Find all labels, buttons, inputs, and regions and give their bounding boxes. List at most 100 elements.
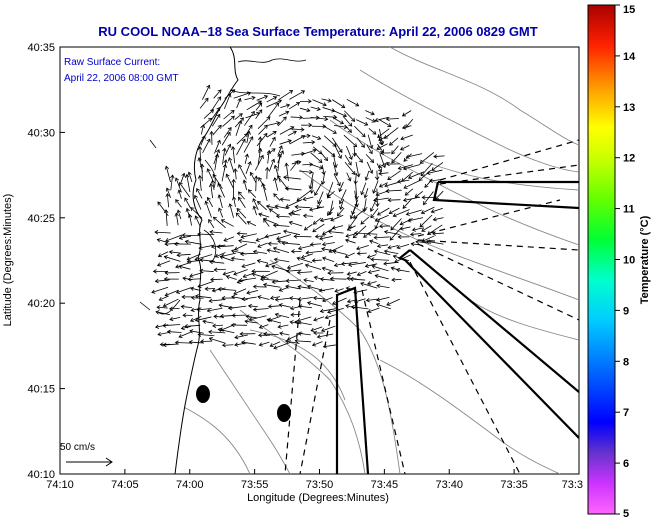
current-vector-head <box>263 132 268 138</box>
current-vector <box>309 172 314 189</box>
current-vector <box>345 145 353 160</box>
current-vector-head <box>178 264 183 270</box>
current-vector <box>267 319 282 324</box>
colorbar-tick-label: 13 <box>623 102 635 114</box>
current-vector <box>267 150 270 164</box>
current-vector-head <box>262 282 268 288</box>
current-vector-head <box>375 302 381 308</box>
current-vector <box>379 225 390 227</box>
current-vector-head <box>430 209 435 214</box>
current-vector <box>223 127 232 138</box>
current-vector-head <box>274 297 279 302</box>
current-vector-head <box>362 208 367 213</box>
current-vector <box>350 206 356 219</box>
current-vector-head <box>204 97 209 102</box>
current-vector <box>345 252 355 258</box>
current-vector <box>266 131 277 138</box>
current-vector-head <box>189 286 195 291</box>
current-vector <box>357 270 367 276</box>
current-vector-head <box>220 219 225 224</box>
current-vector <box>261 270 278 279</box>
current-vector-head <box>369 144 374 150</box>
current-vector <box>378 135 389 141</box>
current-vector-head <box>276 236 281 241</box>
current-vector <box>367 307 380 313</box>
current-vector-head <box>319 217 324 223</box>
current-vector-head <box>297 284 302 290</box>
current-vector <box>433 155 445 157</box>
current-vector <box>210 183 214 199</box>
current-vector <box>184 197 191 209</box>
x-tick-label: 74:00 <box>176 479 204 491</box>
current-vector <box>340 198 344 210</box>
current-vector <box>175 213 179 226</box>
current-vector <box>377 244 389 247</box>
current-vector-head <box>378 183 384 188</box>
current-vector-head <box>297 246 303 251</box>
current-vector-head <box>273 164 278 169</box>
current-vector <box>277 116 287 127</box>
current-vector-head <box>284 186 289 191</box>
current-vector <box>253 308 269 311</box>
current-vector <box>274 258 290 263</box>
current-vector <box>299 107 310 112</box>
current-vector-head <box>194 215 199 220</box>
current-vector <box>330 278 347 280</box>
current-annotation-line2: April 22, 2006 08:00 GMT <box>64 73 179 84</box>
current-vector <box>354 173 357 184</box>
current-vector <box>412 227 424 231</box>
current-vector-head <box>168 249 173 255</box>
current-vector-head <box>218 303 223 308</box>
current-vector-head <box>373 235 378 240</box>
current-vector-head <box>194 294 199 299</box>
current-vector <box>397 179 410 183</box>
current-vector <box>375 116 389 122</box>
current-vector <box>304 224 313 231</box>
current-vector <box>347 271 357 275</box>
current-vector <box>290 116 303 118</box>
current-vector-head <box>385 161 390 167</box>
current-vector <box>269 137 276 147</box>
current-vector-head <box>252 284 257 289</box>
current-vector-head <box>387 123 392 127</box>
current-vector-head <box>159 342 164 347</box>
current-vector <box>353 289 368 294</box>
current-vector <box>199 244 215 249</box>
current-vector <box>319 288 334 292</box>
current-vector-head <box>221 342 226 348</box>
current-vector-head <box>164 241 169 247</box>
current-vector <box>212 180 215 190</box>
current-vector <box>195 316 212 321</box>
current-vector-head <box>155 310 160 315</box>
current-vector-head <box>341 104 346 109</box>
current-vector-head <box>222 147 227 152</box>
current-vector <box>303 279 314 283</box>
current-vector <box>233 196 236 208</box>
current-vector-head <box>336 212 341 217</box>
current-vector-head <box>371 118 376 123</box>
current-vector-head <box>238 238 243 244</box>
current-vector-head <box>252 205 257 210</box>
current-vector-head <box>176 209 181 214</box>
current-vector-head <box>266 317 271 323</box>
current-vector-head <box>363 194 368 199</box>
current-vector-head <box>174 177 180 182</box>
current-vector <box>231 257 245 261</box>
current-vector-head <box>273 96 278 101</box>
current-vector-head <box>290 312 295 317</box>
current-vector <box>426 169 443 174</box>
current-vector-head <box>181 172 186 177</box>
current-vector <box>364 188 369 198</box>
current-vector <box>197 281 214 288</box>
current-vector <box>187 259 203 263</box>
current-vector-head <box>366 231 372 237</box>
current-vector <box>320 152 328 161</box>
current-vector-head <box>265 263 270 268</box>
current-vector <box>379 153 386 168</box>
current-vector <box>376 296 390 301</box>
current-vector <box>236 139 246 156</box>
current-vector-head <box>239 331 244 337</box>
current-vector-head <box>228 203 233 208</box>
current-vector <box>298 332 311 336</box>
current-vector-head <box>389 236 394 241</box>
